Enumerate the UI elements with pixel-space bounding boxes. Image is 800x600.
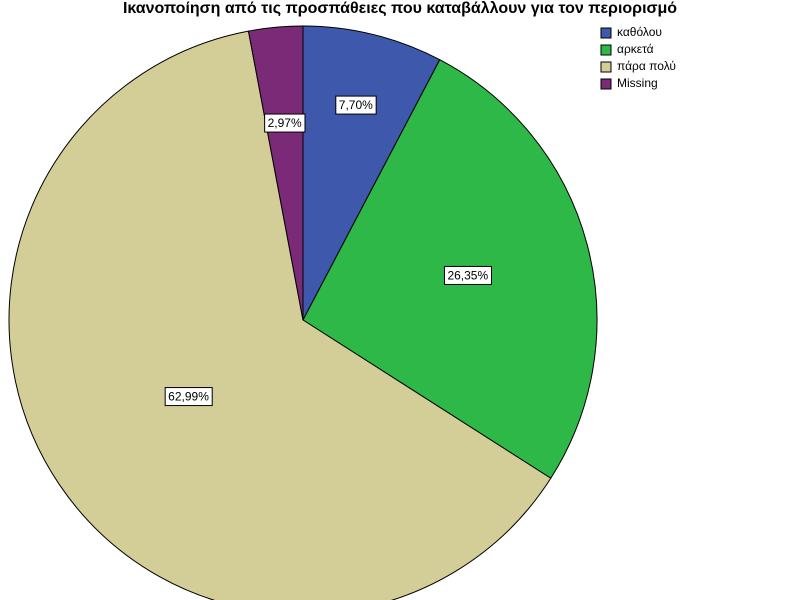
pie-slice [247, 25, 304, 321]
data-label-box [335, 95, 377, 115]
data-label: 26,35% [447, 268, 488, 282]
data-label: 62,99% [168, 390, 209, 404]
data-label-box [264, 113, 306, 133]
data-label: 7,70% [339, 98, 373, 112]
data-label-box [443, 265, 492, 285]
legend-label: Missing [617, 76, 658, 90]
legend-label: καθόλου [617, 25, 662, 39]
legend-swatch [600, 44, 612, 56]
data-label: 2,97% [268, 116, 302, 130]
data-label-group: 62,99% [164, 387, 213, 407]
legend-swatch [600, 27, 612, 39]
data-label-box [164, 387, 213, 407]
legend-label: αρκετά [617, 42, 654, 56]
chart-title: Ικανοποίηση από τις προσπάθειες που κατα… [123, 0, 677, 17]
data-label-group: 7,70% [335, 95, 377, 115]
legend-swatch [600, 78, 612, 90]
legend-label: πάρα πολύ [617, 59, 676, 73]
pie-slice [8, 30, 552, 600]
legend-swatch [600, 61, 612, 73]
data-label-group: 2,97% [264, 113, 306, 133]
data-label-group: 26,35% [443, 265, 492, 285]
